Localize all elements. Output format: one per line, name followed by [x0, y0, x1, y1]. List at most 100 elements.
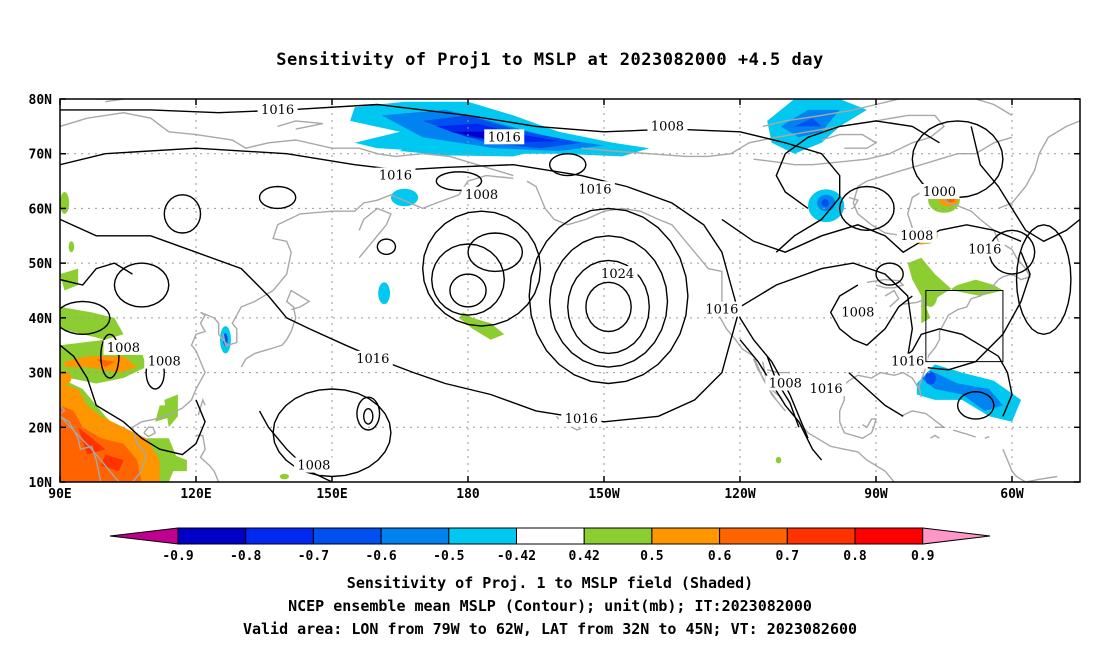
contour-label: 1008	[900, 229, 933, 244]
colorbar-swatch	[854, 527, 924, 545]
map-axes: 90E 120E 150E 180 150W 120W 90W 60W 10N 20N 30N 40N…	[29, 93, 1080, 502]
lon-label: 60W	[1000, 487, 1024, 502]
colorbar-label: 0.8	[843, 549, 867, 564]
colorbar-swatch	[448, 527, 517, 545]
mslp-isobar	[60, 300, 111, 336]
lon-label: 180	[456, 487, 480, 502]
shade-blob	[60, 306, 124, 340]
contour-label-bg	[484, 129, 525, 145]
coastline-segment	[222, 334, 229, 347]
valid-area-rect	[925, 290, 1004, 363]
mslp-isobar	[421, 210, 542, 327]
shade-blob	[821, 199, 829, 207]
mslp-isobar	[100, 333, 120, 379]
mslp-isobar	[528, 207, 689, 385]
mslp-isobar	[766, 355, 800, 428]
colorbar-label: -0.8	[230, 549, 261, 564]
colorbar: -0.9 -0.8 -0.7 -0.6 -0.5 -0.42 0.42 0.5 0.6 0.7 0.…	[109, 527, 991, 564]
colorbar-swatch	[177, 527, 247, 545]
contour-label-bg	[806, 380, 847, 396]
shade-blob	[60, 268, 79, 291]
contour-label-bg	[375, 167, 416, 183]
contour-label: 1008	[297, 459, 330, 474]
caption-line-3: Valid area: LON from 79W to 62W, LAT fro…	[242, 620, 858, 638]
mslp-isobar	[60, 344, 206, 456]
colorbar-swatch	[719, 527, 788, 545]
map-frame	[59, 98, 1081, 483]
caption-line-2: NCEP ensemble mean MSLP (Contour); unit(…	[288, 597, 812, 615]
mslp-isobar	[356, 396, 381, 431]
mslp-isobar	[956, 390, 995, 420]
colorbar-label: -0.9	[162, 549, 193, 564]
coastline-segment	[848, 196, 859, 209]
contour-label: 1016	[488, 130, 521, 145]
mslp-isobar	[739, 339, 823, 461]
coastline-segment	[143, 426, 157, 438]
coastline-segment	[903, 297, 928, 308]
mslp-isobar	[163, 194, 202, 234]
mslp-contours	[60, 103, 1080, 482]
contour-label: 1016	[356, 352, 389, 367]
lon-label: 120W	[724, 487, 755, 502]
coastline-segment	[839, 418, 877, 439]
contour-label: 1008	[148, 355, 181, 370]
lat-lon-grid	[60, 99, 1080, 482]
lat-label: 40N	[29, 312, 53, 327]
contour-label: 1008	[465, 188, 498, 203]
colorbar-label: -0.42	[497, 549, 536, 564]
lat-label: 80N	[29, 93, 53, 108]
contour-label-bg	[701, 301, 742, 317]
colorbar-label: 0.7	[776, 549, 799, 564]
contour-label-bg	[461, 186, 502, 202]
contour-label-bg	[896, 227, 937, 243]
coastline-segment	[762, 99, 899, 128]
shade-blob	[794, 118, 822, 127]
shade-blob	[78, 427, 106, 455]
shade-blob	[378, 282, 390, 305]
contour-label: 1016	[261, 103, 294, 118]
mslp-isobar	[113, 262, 170, 308]
mslp-isobar	[848, 372, 904, 417]
contour-label-bg	[293, 457, 334, 473]
contour-label-bg	[574, 181, 615, 197]
mslp-isobar	[60, 218, 1031, 423]
map-title: Sensitivity of Proj1 to MSLP at 20230820…	[276, 50, 824, 70]
coastline-segment	[900, 410, 947, 428]
shade-blob	[925, 371, 936, 385]
mslp-isobar	[548, 152, 587, 177]
colorbar-swatch	[583, 527, 653, 545]
colorbar-right-arrow	[922, 527, 991, 545]
coastline-segment	[60, 174, 514, 482]
lon-label: 90E	[48, 487, 71, 502]
shade-blob	[775, 456, 782, 464]
colorbar-label: 0.9	[911, 549, 934, 564]
coastline-segment	[96, 99, 124, 103]
mslp-isobar	[258, 185, 297, 210]
shade-blob	[68, 241, 75, 253]
lat-label: 30N	[29, 367, 53, 382]
coastline-segment	[526, 180, 895, 482]
contour-label-bg	[103, 339, 144, 355]
colorbar-label: -0.6	[365, 549, 396, 564]
mslp-isobar	[898, 328, 1013, 417]
lon-label: 90W	[864, 487, 888, 502]
contour-label: 1016	[578, 182, 611, 197]
coastline-segment	[60, 404, 66, 415]
colorbar-label: 0.42	[569, 549, 600, 564]
contour-label: 1008	[651, 119, 684, 134]
coastline-segment	[884, 289, 900, 308]
shade-blob	[921, 372, 1003, 411]
lat-label: 50N	[29, 257, 53, 272]
contour-labels: 1016 1016 1008 1016 1008 1016 1000 1008 1016 1024…	[103, 101, 1005, 474]
mslp-isobar	[60, 262, 133, 286]
valid-area-box	[925, 290, 1004, 363]
shade-blob	[164, 394, 178, 428]
lon-label: 150E	[316, 487, 347, 502]
colorbar-label: 0.5	[640, 549, 663, 564]
colorbar-swatch	[651, 527, 721, 545]
shade-blob	[390, 188, 419, 207]
contour-label-bg	[144, 353, 185, 369]
coastline-segment	[866, 278, 905, 289]
coastline-segment	[555, 415, 560, 420]
colorbar-swatch	[245, 527, 314, 545]
